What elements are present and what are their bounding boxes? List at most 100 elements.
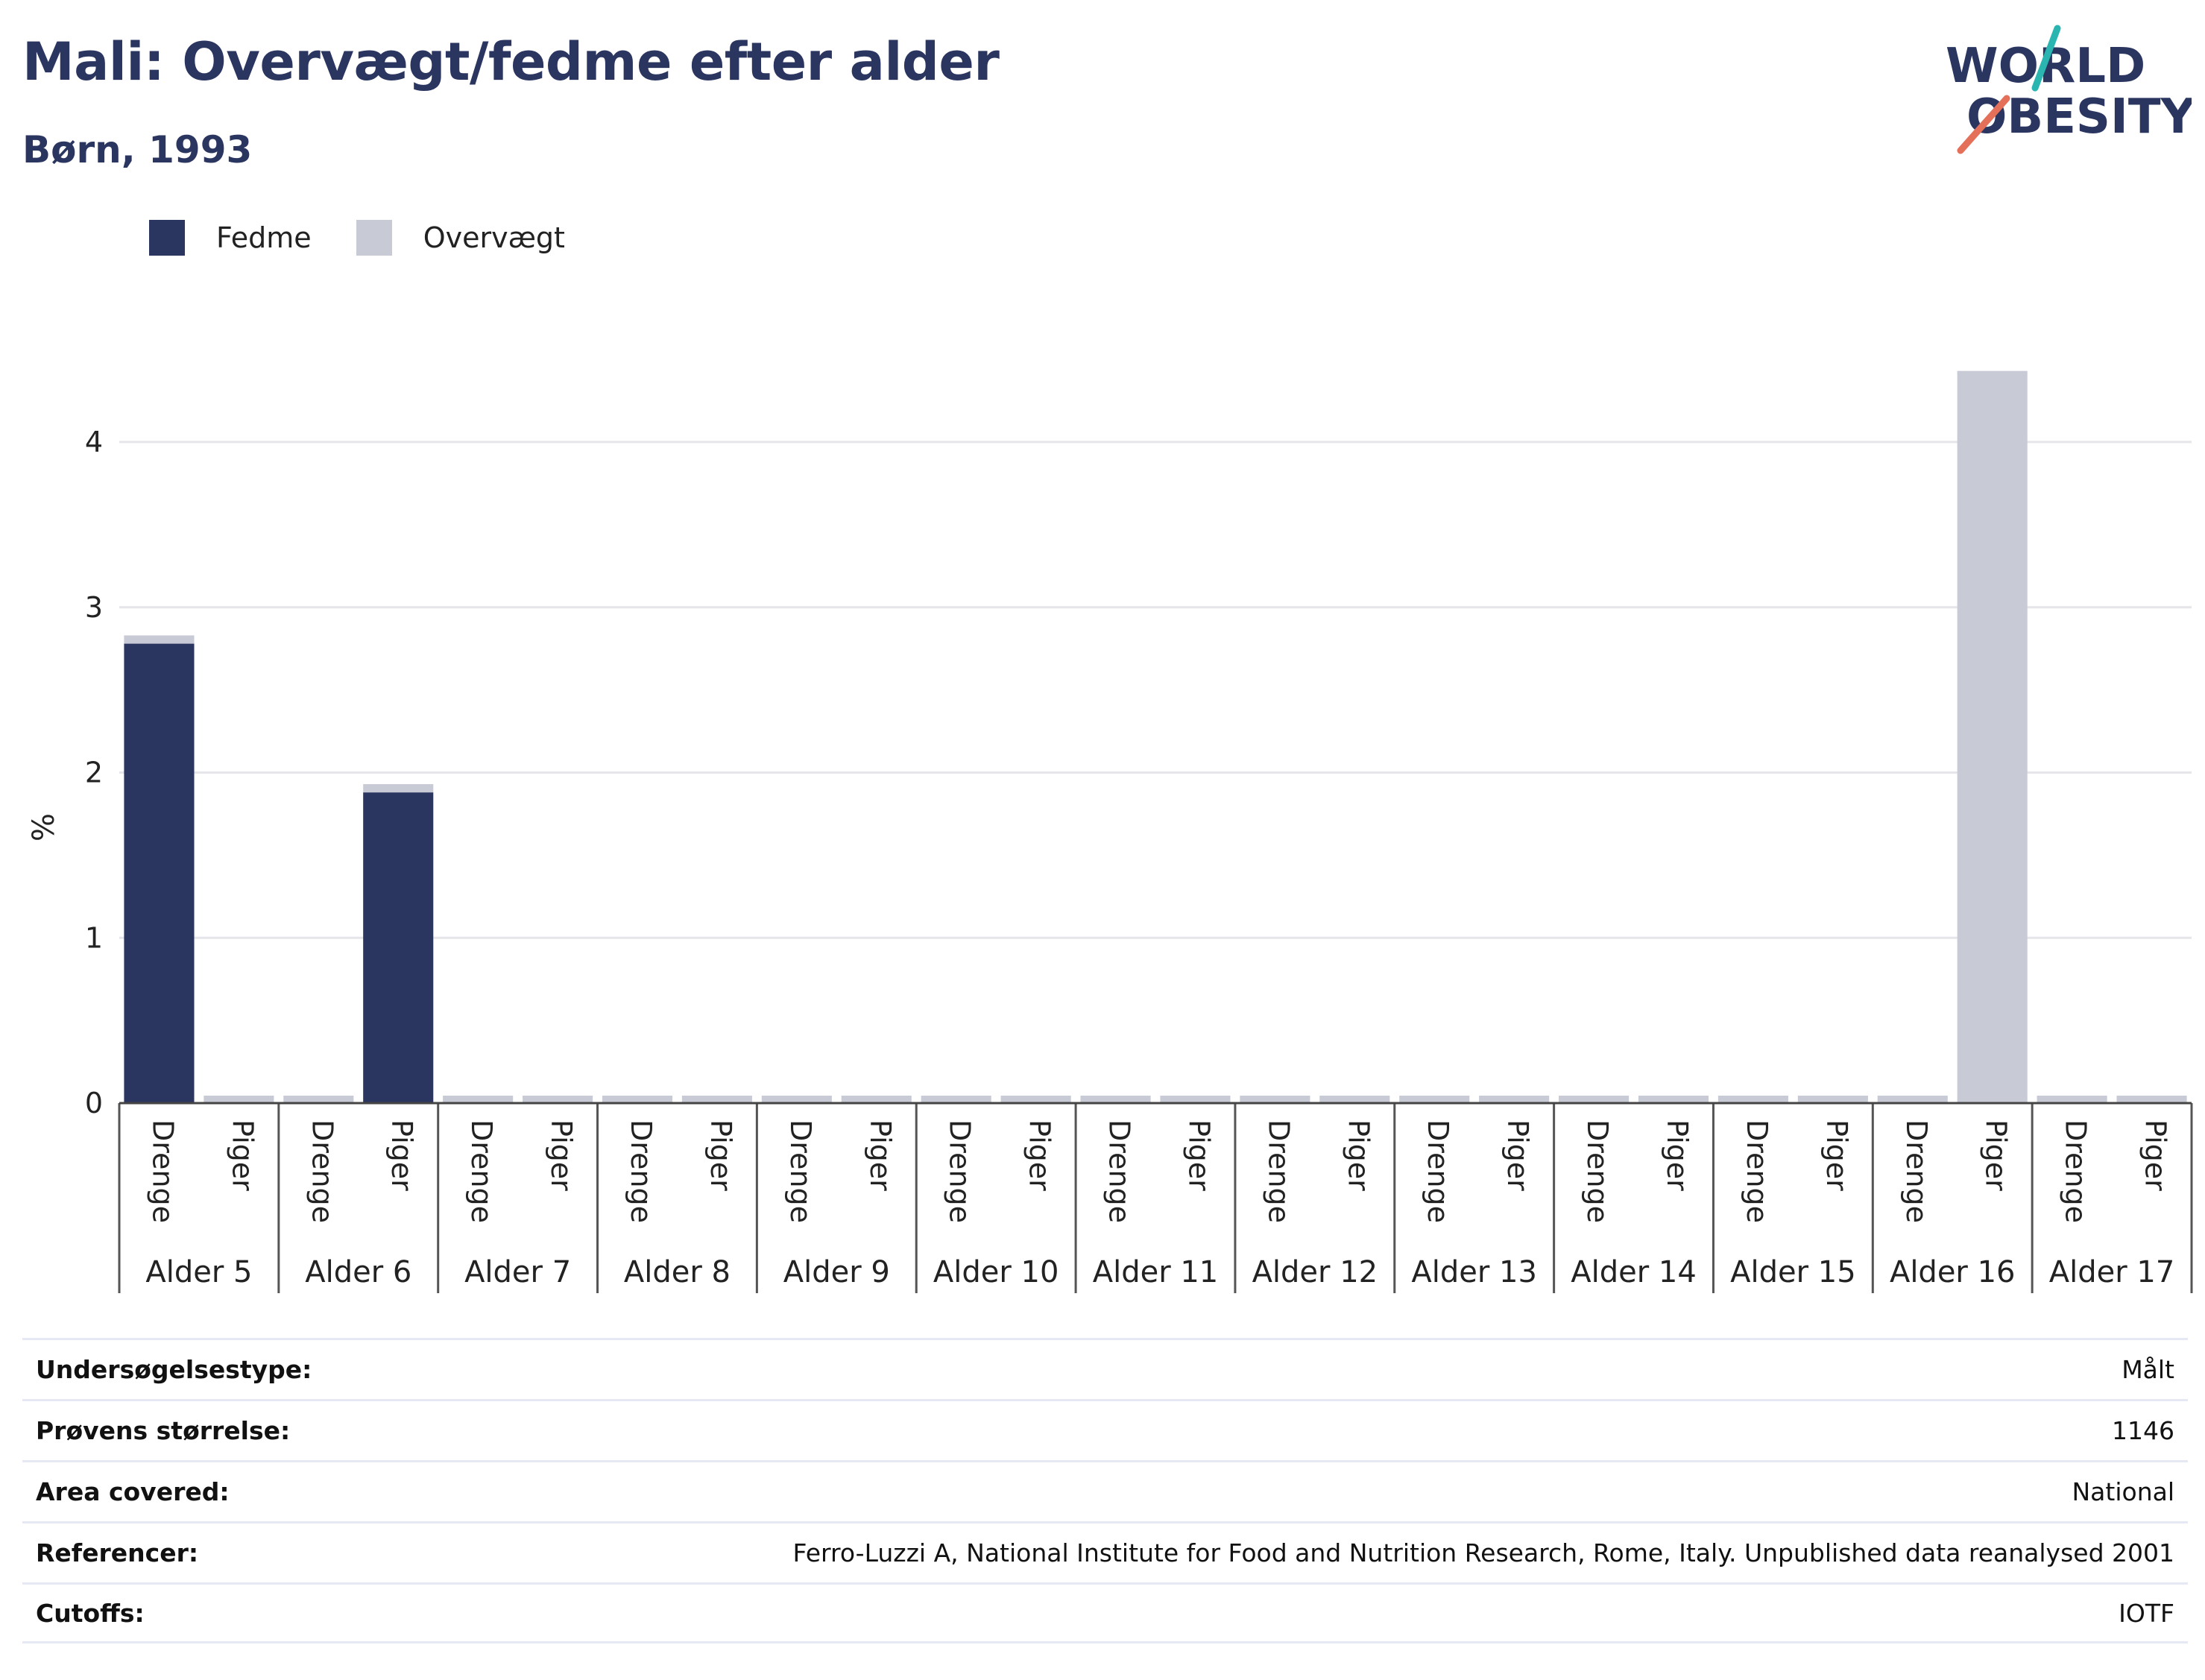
legend-label-overvaegt: Overvægt bbox=[423, 221, 565, 254]
x-subcategory-label: Drenge bbox=[1422, 1120, 1454, 1223]
y-tick-label: 1 bbox=[85, 921, 103, 954]
x-subcategory-label: Drenge bbox=[2060, 1120, 2092, 1223]
x-subcategory-label: Piger bbox=[226, 1120, 259, 1191]
x-subcategory-label: Drenge bbox=[1741, 1120, 1773, 1223]
x-group-label: Alder 12 bbox=[1252, 1255, 1378, 1289]
logo-slash-teal bbox=[2031, 25, 2061, 92]
bar-zero bbox=[523, 1096, 593, 1103]
x-subcategory-label: Drenge bbox=[1103, 1120, 1136, 1223]
x-subcategory-label: Piger bbox=[1980, 1120, 2013, 1191]
x-group-label: Alder 7 bbox=[464, 1255, 571, 1289]
x-subcategory-label: Piger bbox=[704, 1120, 737, 1191]
x-subcategory-label: Drenge bbox=[625, 1120, 657, 1223]
y-tick-label: 3 bbox=[85, 591, 103, 624]
bar-zero bbox=[921, 1096, 991, 1103]
x-group-label: Alder 10 bbox=[933, 1255, 1059, 1289]
x-subcategory-label: Drenge bbox=[944, 1120, 977, 1223]
x-group-label: Alder 13 bbox=[1411, 1255, 1537, 1289]
x-subcategory-label: Piger bbox=[1182, 1120, 1215, 1191]
x-group-label: Alder 8 bbox=[624, 1255, 731, 1289]
bar-chart: 0 1 2 3 4% Drenge Piger Alder 5 Drenge Piger Alder… bbox=[27, 370, 2193, 1293]
bar-zero bbox=[283, 1096, 354, 1103]
info-row: Referencer: Ferro-Luzzi A, National Inst… bbox=[22, 1521, 2188, 1582]
bar-overvaegt bbox=[1957, 370, 2028, 1103]
info-row: Undersøgelsestype: Målt bbox=[22, 1338, 2188, 1399]
chart-title: Mali: Overvægt/fedme efter alder bbox=[22, 31, 1000, 92]
info-value: Målt bbox=[2122, 1355, 2174, 1384]
bar-zero bbox=[761, 1096, 832, 1103]
x-subcategory-label: Piger bbox=[545, 1120, 578, 1191]
bar-fedme bbox=[124, 643, 195, 1103]
chart-legend: Fedme Overvægt bbox=[149, 220, 610, 256]
bar-zero bbox=[1797, 1096, 1868, 1103]
x-subcategory-label: Piger bbox=[1023, 1120, 1056, 1191]
x-group-label: Alder 9 bbox=[783, 1255, 890, 1289]
x-group-label: Alder 14 bbox=[1571, 1255, 1697, 1289]
x-group-label: Alder 16 bbox=[1890, 1255, 2016, 1289]
x-subcategory-label: Drenge bbox=[1581, 1120, 1614, 1223]
bar-zero bbox=[1160, 1096, 1231, 1103]
x-subcategory-label: Piger bbox=[1820, 1120, 1853, 1191]
x-group-label: Alder 11 bbox=[1093, 1255, 1219, 1289]
bar-zero bbox=[1080, 1096, 1151, 1103]
legend-label-fedme: Fedme bbox=[216, 221, 312, 254]
info-value: IOTF bbox=[2119, 1598, 2174, 1628]
x-subcategory-label: Drenge bbox=[1900, 1120, 1933, 1223]
x-subcategory-label: Drenge bbox=[306, 1120, 338, 1223]
info-key: Area covered: bbox=[36, 1477, 230, 1506]
x-group-label: Alder 17 bbox=[2049, 1255, 2175, 1289]
info-key: Referencer: bbox=[36, 1538, 199, 1567]
info-key: Cutoffs: bbox=[36, 1598, 145, 1628]
bar-zero bbox=[1717, 1096, 1788, 1103]
bar-zero bbox=[841, 1096, 912, 1103]
bar-overvaegt bbox=[363, 784, 434, 793]
info-value: 1146 bbox=[2112, 1416, 2174, 1445]
chart-subtitle: Børn, 1993 bbox=[22, 128, 253, 171]
y-axis-label: % bbox=[27, 813, 61, 841]
y-tick-label: 0 bbox=[85, 1087, 103, 1120]
logo-text-obesity: OBESITY bbox=[1966, 89, 2192, 145]
x-group-label: Alder 15 bbox=[1730, 1255, 1856, 1289]
bar-zero bbox=[1000, 1096, 1071, 1103]
info-key: Undersøgelsestype: bbox=[36, 1355, 312, 1384]
bar-zero bbox=[602, 1096, 673, 1103]
x-group-label: Alder 6 bbox=[305, 1255, 411, 1289]
x-subcategory-label: Piger bbox=[385, 1120, 418, 1191]
x-group-label: Alder 5 bbox=[145, 1255, 252, 1289]
legend-swatch-overvaegt bbox=[356, 220, 392, 256]
y-tick-label: 4 bbox=[85, 426, 103, 458]
info-row: Cutoffs: IOTF bbox=[22, 1582, 2188, 1643]
bar-zero bbox=[2116, 1096, 2187, 1103]
world-obesity-logo: WORLD OBESITY bbox=[1946, 25, 2192, 154]
info-key: Prøvens størrelse: bbox=[36, 1416, 291, 1445]
info-value: Ferro-Luzzi A, National Institute for Fo… bbox=[792, 1538, 2174, 1567]
bar-zero bbox=[1240, 1096, 1310, 1103]
info-row: Prøvens størrelse: 1146 bbox=[22, 1399, 2188, 1460]
bar-zero bbox=[1399, 1096, 1470, 1103]
bar-zero bbox=[1319, 1096, 1390, 1103]
bar-zero bbox=[1877, 1096, 1948, 1103]
bar-overvaegt bbox=[124, 635, 195, 644]
x-subcategory-label: Drenge bbox=[465, 1120, 498, 1223]
bar-zero bbox=[1638, 1096, 1709, 1103]
info-value: National bbox=[2072, 1477, 2174, 1506]
bar-zero bbox=[204, 1096, 274, 1103]
x-subcategory-label: Drenge bbox=[784, 1120, 817, 1223]
x-subcategory-label: Piger bbox=[2139, 1120, 2172, 1191]
bar-zero bbox=[681, 1096, 752, 1103]
x-subcategory-label: Drenge bbox=[146, 1120, 179, 1223]
x-subcategory-label: Piger bbox=[1501, 1120, 1534, 1191]
legend-swatch-fedme bbox=[149, 220, 185, 256]
info-table: Undersøgelsestype: Målt Prøvens størrels… bbox=[22, 1338, 2188, 1643]
legend-item-overvaegt[interactable]: Overvægt bbox=[356, 220, 565, 256]
legend-item-fedme[interactable]: Fedme bbox=[149, 220, 312, 256]
bar-zero bbox=[1479, 1096, 1550, 1103]
logo-slash-coral bbox=[1957, 95, 2010, 154]
info-row: Area covered: National bbox=[22, 1460, 2188, 1521]
x-subcategory-label: Piger bbox=[1661, 1120, 1694, 1191]
x-subcategory-label: Piger bbox=[1342, 1120, 1375, 1191]
bar-fedme bbox=[363, 792, 434, 1103]
x-subcategory-label: Drenge bbox=[1262, 1120, 1295, 1223]
bar-zero bbox=[443, 1096, 514, 1103]
x-subcategory-label: Piger bbox=[864, 1120, 897, 1191]
